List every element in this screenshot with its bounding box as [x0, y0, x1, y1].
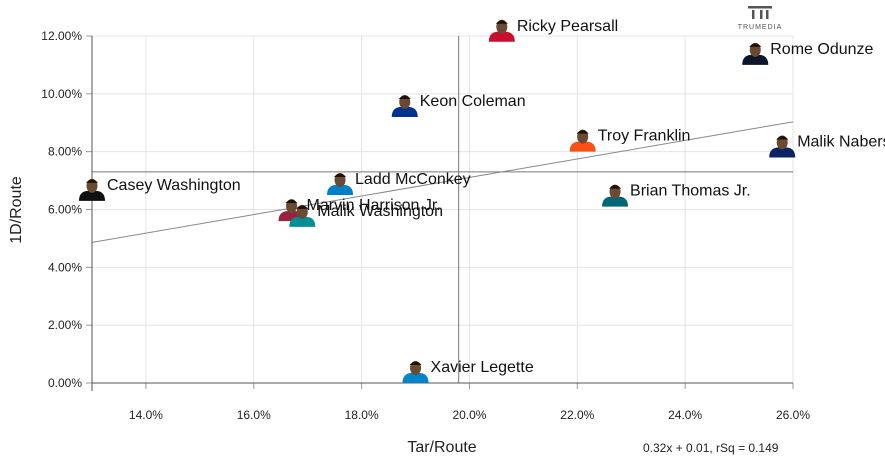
- y-tick-label: 12.00%: [41, 29, 82, 43]
- player-hair: [334, 173, 347, 178]
- player-hair: [576, 130, 589, 134]
- player-hair: [285, 199, 298, 204]
- x-tick-label: 22.0%: [560, 408, 594, 422]
- player-name-label: Keon Coleman: [420, 93, 526, 110]
- player-point: Malik Washington: [289, 203, 443, 227]
- player-hair: [409, 361, 422, 365]
- y-tick-label: 10.00%: [41, 87, 82, 101]
- reference-lines: [92, 36, 793, 383]
- player-point: Ricky Pearsall: [488, 18, 618, 42]
- player-name-label: Troy Franklin: [598, 128, 691, 145]
- player-hair: [398, 95, 411, 99]
- player-point: Brian Thomas Jr.: [602, 183, 751, 207]
- points-layer: Ricky Pearsall Rome Odunze Keon Coleman Tro…: [79, 18, 885, 383]
- player-hair: [86, 179, 98, 183]
- trendline-group: [91, 121, 794, 243]
- player-jersey: [569, 141, 596, 152]
- player-hair: [776, 135, 789, 140]
- x-tick-label: 14.0%: [129, 408, 163, 422]
- x-tick-label: 18.0%: [345, 408, 379, 422]
- y-tick-label: 0.00%: [48, 376, 82, 390]
- player-name-label: Malik Nabers: [797, 133, 885, 150]
- y-tick-label: 2.00%: [48, 318, 82, 332]
- player-jersey: [289, 216, 316, 227]
- player-name-label: Ladd McConkey: [355, 171, 471, 188]
- player-name-label: Xavier Legette: [431, 359, 534, 376]
- player-jersey: [391, 106, 418, 117]
- player-hair: [609, 185, 622, 189]
- logo-icon: [748, 6, 772, 19]
- player-point: Keon Coleman: [391, 93, 526, 117]
- player-name-label: Malik Washington: [317, 203, 443, 220]
- player-jersey: [327, 185, 354, 196]
- y-tick-label: 6.00%: [48, 203, 82, 217]
- player-jersey: [742, 54, 769, 65]
- player-hair: [495, 20, 508, 24]
- trendline-equation: 0.32x + 0.01, rSq = 0.149: [643, 441, 779, 455]
- y-tick-label: 8.00%: [48, 145, 82, 159]
- brand-logo: TRUMEDIA: [738, 6, 783, 31]
- axes: 14.0% 16.0% 18.0% 20.0% 22.0% 24.0% 26.0% 0.00%…: [41, 29, 810, 422]
- player-jersey: [769, 147, 796, 158]
- player-jersey: [602, 196, 629, 207]
- player-point: Rome Odunze: [742, 41, 874, 65]
- x-tick-label: 26.0%: [776, 408, 810, 422]
- grid: [92, 35, 794, 384]
- player-name-label: Ricky Pearsall: [517, 18, 618, 35]
- player-jersey: [79, 190, 105, 201]
- player-name-label: Brian Thomas Jr.: [630, 183, 751, 200]
- player-point: Casey Washington: [79, 177, 241, 201]
- x-axis-title: Tar/Route: [407, 439, 476, 456]
- x-tick-label: 24.0%: [668, 408, 702, 422]
- y-axis-title: 1D/Route: [8, 176, 25, 244]
- player-point: Ladd McConkey: [327, 171, 471, 196]
- trendline: [91, 121, 794, 243]
- y-tick-label: 4.00%: [48, 260, 82, 274]
- x-tick-label: 16.0%: [237, 408, 271, 422]
- player-point: Xavier Legette: [402, 359, 534, 383]
- player-name-label: Rome Odunze: [770, 41, 873, 58]
- x-tick-label: 20.0%: [452, 408, 486, 422]
- player-name-label: Marvin Harrison Jr.: [307, 197, 441, 214]
- player-jersey: [402, 373, 429, 383]
- player-jersey: [488, 31, 515, 42]
- logo-text: TRUMEDIA: [738, 24, 783, 31]
- player-hair: [749, 43, 762, 47]
- player-name-label: Casey Washington: [107, 177, 241, 194]
- player-point: Troy Franklin: [569, 128, 691, 152]
- player-hair: [296, 205, 309, 209]
- player-point: Malik Nabers: [769, 133, 885, 158]
